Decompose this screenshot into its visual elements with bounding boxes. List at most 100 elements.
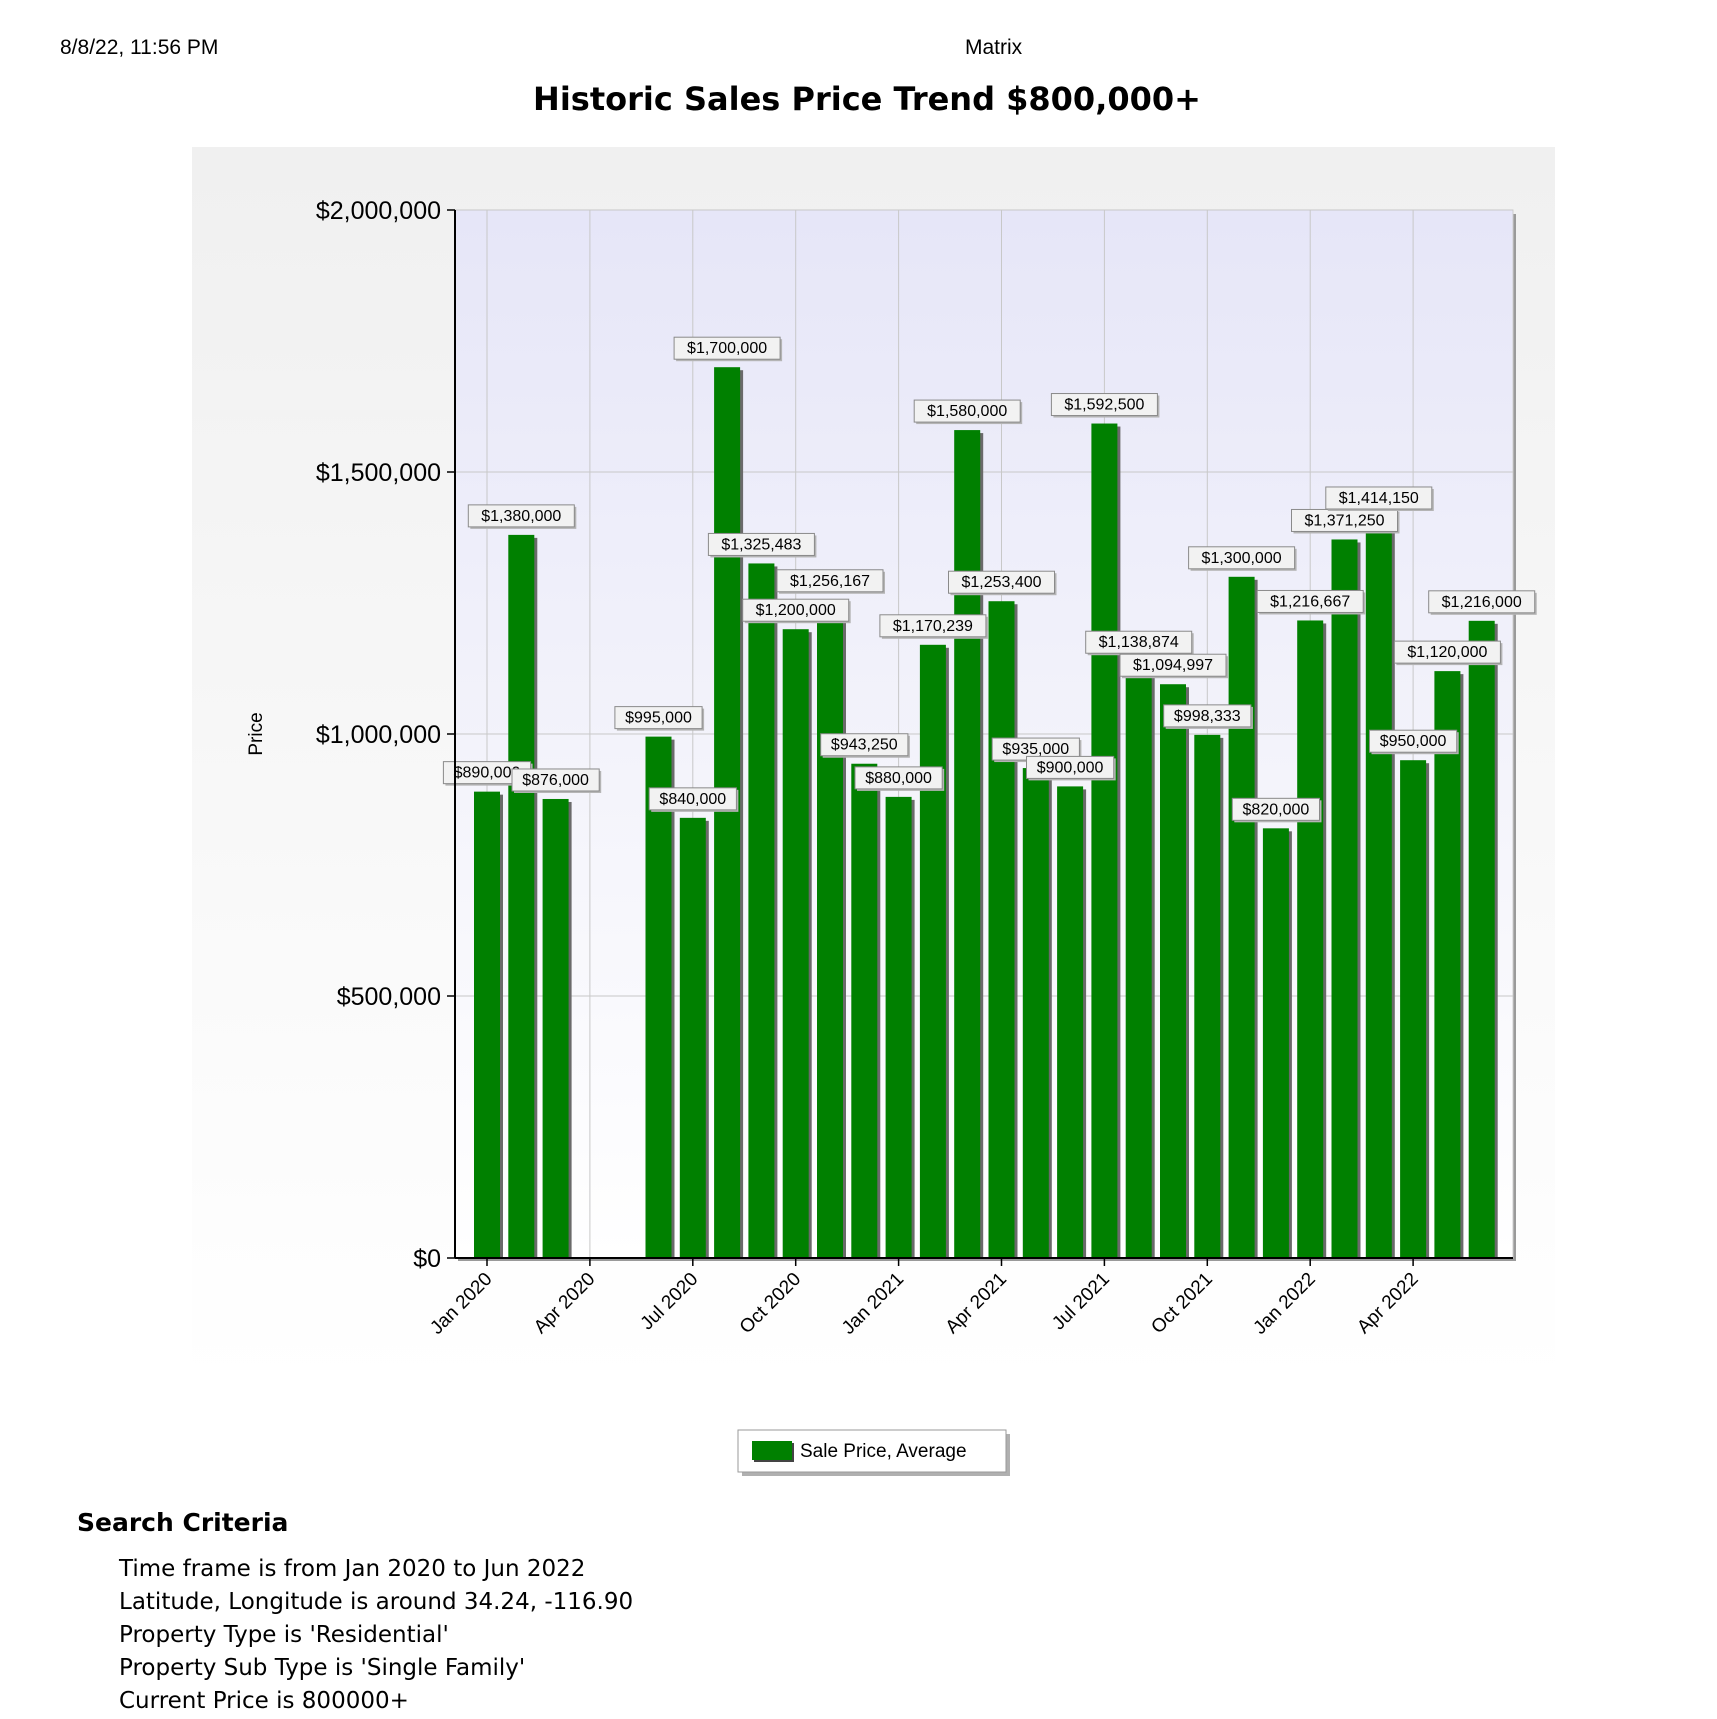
data-label: $1,256,167: [790, 573, 870, 590]
search-criteria: Search Criteria Time frame is from Jan 2…: [77, 1508, 633, 1718]
bar: [885, 796, 912, 1258]
data-label-box: [707, 532, 815, 556]
data-label-box: [1393, 640, 1501, 664]
bar: [1194, 734, 1221, 1258]
data-label-box: [1325, 486, 1433, 510]
bar: [1400, 760, 1427, 1258]
data-label: $1,700,000: [687, 340, 767, 357]
bar: [542, 798, 569, 1258]
bar: [1262, 828, 1289, 1258]
bar: [474, 791, 500, 1258]
bar: [1297, 620, 1324, 1258]
data-label: $1,216,000: [1442, 594, 1522, 611]
bar: [1365, 516, 1392, 1258]
data-label: $1,216,667: [1270, 593, 1350, 610]
bar: [988, 601, 1015, 1258]
data-label: $890,000: [454, 765, 521, 782]
data-label: $1,200,000: [756, 602, 836, 619]
bar: [748, 563, 775, 1258]
data-label-box: [1085, 630, 1193, 654]
data-label: $950,000: [1380, 733, 1447, 750]
data-label: $1,371,250: [1304, 512, 1384, 529]
bar: [1434, 671, 1461, 1258]
bar: [1022, 768, 1049, 1258]
bar: [714, 367, 741, 1258]
bar: [508, 534, 535, 1258]
y-tick-label: $2,000,000: [316, 197, 441, 225]
data-label-box: [648, 787, 737, 811]
data-label: $1,380,000: [481, 508, 561, 525]
search-criteria-list: Time frame is from Jan 2020 to Jun 2022 …: [77, 1553, 633, 1718]
data-label: $1,138,874: [1099, 634, 1179, 651]
data-label-box: [879, 614, 987, 638]
data-label: $1,170,239: [893, 618, 973, 635]
y-tick-label: $1,500,000: [316, 459, 441, 487]
data-label-box: [511, 768, 600, 792]
bar: [954, 430, 981, 1259]
data-label: $995,000: [625, 710, 692, 727]
data-label-box: [913, 399, 1021, 423]
criteria-item: Property Type is 'Residential': [119, 1622, 449, 1648]
data-label: $1,120,000: [1407, 644, 1487, 661]
data-label: $880,000: [865, 770, 932, 787]
bar: [851, 763, 878, 1258]
bar: [919, 644, 946, 1258]
data-label: $1,094,997: [1133, 657, 1213, 674]
bar: [679, 817, 706, 1258]
data-label: $840,000: [659, 791, 726, 808]
bar: [1468, 620, 1495, 1258]
bar: [1057, 786, 1084, 1258]
data-label-box: [820, 733, 909, 757]
data-label: $1,325,483: [721, 536, 801, 553]
bar: [782, 629, 809, 1258]
bar: [1331, 539, 1358, 1258]
data-label-box: [742, 598, 850, 622]
bar: [817, 599, 843, 1258]
y-axis-ticks: $0 $500,000 $1,000,000 $1,500,000 $2,000,000: [316, 197, 455, 1273]
criteria-item: Latitude, Longitude is around 34.24, -11…: [119, 1589, 634, 1615]
data-label-box: [1050, 393, 1158, 417]
bar-series: [474, 367, 1498, 1259]
data-label: $876,000: [522, 772, 589, 789]
data-label: $1,580,000: [927, 403, 1007, 420]
y-axis-label: Price: [246, 712, 267, 755]
bar: [645, 736, 672, 1258]
data-label-box: [1119, 653, 1227, 677]
data-label: $1,414,150: [1339, 490, 1419, 507]
app-name: Matrix: [965, 36, 1023, 59]
data-label: $820,000: [1243, 801, 1310, 818]
bar: [1228, 576, 1255, 1258]
data-label-box: [467, 504, 575, 528]
data-label-box: [1256, 589, 1364, 613]
data-label: $1,253,400: [961, 574, 1041, 591]
data-label-box: [1026, 755, 1115, 779]
data-label-box: [1369, 729, 1458, 753]
data-label-box: [1428, 590, 1536, 614]
data-label: $998,333: [1174, 708, 1241, 725]
bar-value-labels: $890,000 $1,380,000 $876,000 $995,000 $840,0…: [442, 336, 1537, 823]
search-criteria-heading: Search Criteria: [77, 1508, 289, 1537]
y-tick-label: $0: [413, 1245, 441, 1273]
page-title: Historic Sales Price Trend $800,000+: [533, 80, 1201, 118]
data-label-box: [776, 569, 884, 593]
print-datetime: 8/8/22, 11:56 PM: [60, 36, 219, 59]
bar: [1160, 684, 1186, 1258]
legend: Sale Price, Average: [737, 1429, 1010, 1476]
legend-swatch: [752, 1441, 792, 1460]
y-tick-label: $1,000,000: [316, 721, 441, 749]
criteria-item: Current Price is 800000+: [119, 1688, 409, 1714]
data-label-box: [854, 766, 943, 790]
criteria-item: Property Sub Type is 'Single Family': [119, 1655, 526, 1681]
data-label: $935,000: [1002, 741, 1069, 758]
sales-price-chart: $890,000 $1,380,000 $876,000 $995,000 $840,0…: [192, 147, 1555, 1476]
data-label-box: [948, 570, 1055, 594]
data-label-box: [1188, 546, 1296, 570]
data-label: $900,000: [1037, 759, 1104, 776]
data-label-box: [1163, 704, 1252, 728]
y-tick-label: $500,000: [337, 983, 441, 1011]
criteria-item: Time frame is from Jan 2020 to Jun 2022: [119, 1556, 586, 1582]
data-label: $1,300,000: [1202, 550, 1282, 567]
legend-label: Sale Price, Average: [800, 1441, 967, 1462]
bar: [1091, 423, 1118, 1258]
data-label-box: [673, 336, 781, 360]
